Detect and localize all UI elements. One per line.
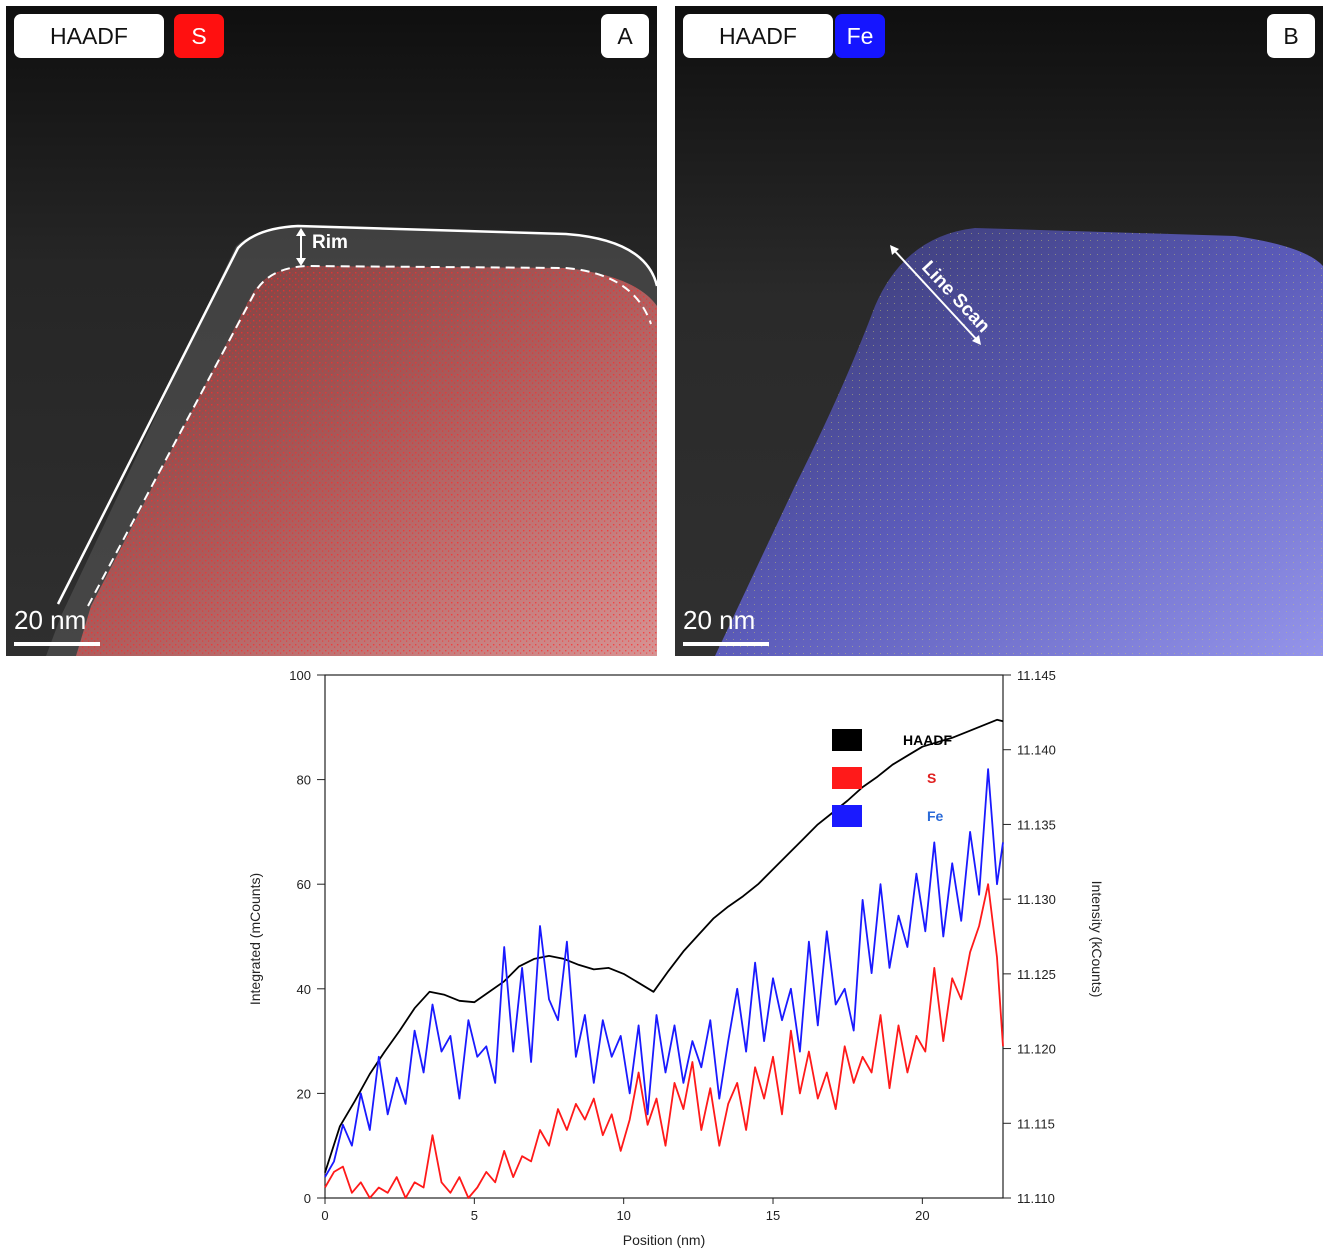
x-tick-label: 20 [915, 1208, 929, 1223]
iron-channel-label: Fe [835, 14, 885, 58]
legend-label-haadf: HAADF [903, 732, 952, 748]
line-scan-chart: 0 5 10 15 20 0 20 40 60 80 100 11.110 11.115 11.120 11… [230, 665, 1130, 1249]
scale-bar-label: 20 nm [14, 605, 87, 635]
series-line-s [324, 883, 1004, 1199]
left-y-tick-label: 100 [289, 668, 311, 683]
plot-frame [324, 674, 1004, 1199]
left-y-axis-label: Integrated (mCounts) [247, 873, 263, 1005]
haadf-fe-map-image: Line Scan [675, 6, 1323, 656]
x-tick-label: 5 [471, 1208, 478, 1223]
left-y-tick-label: 80 [297, 773, 311, 788]
right-y-tick-label: 11.120 [1017, 1042, 1056, 1057]
right-y-axis-label: Intensity (kCounts) [1089, 881, 1105, 998]
legend-label-s: S [927, 770, 936, 786]
panel-letter-b: B [1267, 14, 1315, 58]
haadf-channel-label: HAADF [683, 14, 833, 58]
micrograph-panel-a: HAADF S A Rim 20 nm [6, 6, 657, 656]
micrograph-panel-b: Line Scan HAADF Fe B 20 nm [675, 6, 1323, 656]
left-y-tick-label: 0 [304, 1191, 311, 1206]
legend-swatch-fe [832, 805, 862, 827]
legend-label-fe: Fe [927, 808, 944, 824]
sulfur-channel-label: S [174, 14, 224, 58]
scale-bar [683, 642, 769, 646]
left-y-tick-label: 20 [297, 1086, 311, 1101]
x-tick-label: 10 [616, 1208, 630, 1223]
x-axis-label: Position (nm) [623, 1232, 705, 1248]
right-y-tick-label: 11.145 [1017, 668, 1056, 683]
x-tick-label: 0 [321, 1208, 328, 1223]
legend-swatch-haadf [832, 729, 862, 751]
right-y-tick-label: 11.135 [1017, 817, 1056, 832]
left-y-tick-label: 40 [297, 982, 311, 997]
scale-bar-label: 20 nm [683, 605, 756, 635]
legend-swatch-s [832, 767, 862, 789]
series-line-haadf [324, 718, 1004, 1173]
right-y-tick-label: 11.115 [1017, 1116, 1055, 1131]
right-y-tick-label: 11.140 [1017, 743, 1056, 758]
haadf-s-map-image [6, 6, 657, 656]
right-y-tick-label: 11.110 [1017, 1191, 1055, 1206]
panel-letter-a: A [601, 14, 649, 58]
line-scan-plot: 0 5 10 15 20 0 20 40 60 80 100 11.110 11.115 11.120 11… [247, 668, 1105, 1248]
x-tick-label: 15 [766, 1208, 780, 1223]
rim-annotation: Rim [312, 232, 348, 253]
right-y-tick-label: 11.130 [1017, 892, 1056, 907]
haadf-channel-label: HAADF [14, 14, 164, 58]
right-y-tick-label: 11.125 [1017, 967, 1056, 982]
series-line-fe [324, 768, 1004, 1178]
scale-bar [14, 642, 100, 646]
left-y-tick-label: 60 [297, 877, 311, 892]
